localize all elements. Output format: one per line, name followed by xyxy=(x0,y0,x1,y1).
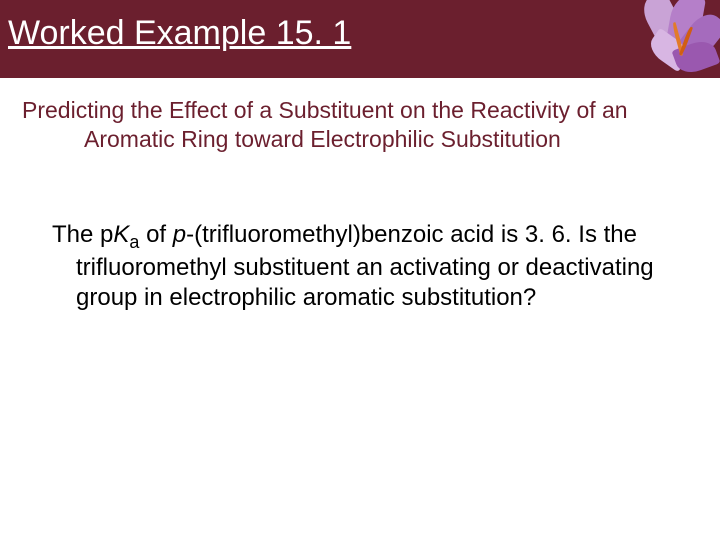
body-part-2: of xyxy=(139,221,172,248)
body-a-subscript: a xyxy=(129,231,139,251)
subtitle: Predicting the Effect of a Substituent o… xyxy=(22,96,698,154)
body-p-italic: p xyxy=(173,221,186,248)
body-text: The pKa of p-(trifluoromethyl)benzoic ac… xyxy=(28,220,692,313)
slide-title: Worked Example 15. 1 xyxy=(8,14,351,53)
flower-decoration xyxy=(642,0,720,78)
body-part-1: The p xyxy=(52,221,113,248)
body-k-italic: K xyxy=(113,221,129,248)
header-bar: Worked Example 15. 1 xyxy=(0,0,720,78)
